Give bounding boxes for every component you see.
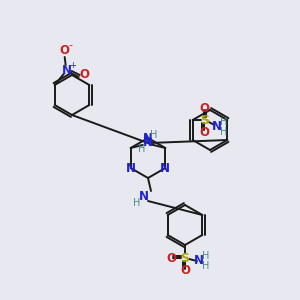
Text: O: O (180, 265, 190, 278)
Text: N: N (126, 161, 136, 175)
Text: N: N (139, 190, 149, 202)
Text: O: O (80, 68, 90, 82)
Text: O: O (200, 125, 210, 139)
Text: H: H (202, 261, 210, 271)
Text: N: N (212, 119, 222, 133)
Text: O: O (200, 101, 210, 115)
Text: H: H (220, 127, 227, 137)
Text: O: O (60, 44, 70, 58)
Text: O: O (166, 251, 176, 265)
Text: -: - (69, 40, 73, 50)
Text: H: H (220, 117, 227, 127)
Text: H: H (138, 144, 145, 154)
Text: S: S (181, 251, 190, 265)
Text: N: N (143, 136, 153, 149)
Text: N: N (143, 131, 153, 145)
Text: H: H (150, 130, 158, 140)
Text: H: H (202, 251, 210, 261)
Text: S: S (200, 113, 209, 127)
Text: +: + (69, 61, 76, 70)
Text: N: N (194, 254, 204, 268)
Text: H: H (133, 198, 141, 208)
Text: N: N (62, 64, 72, 76)
Text: N: N (160, 161, 170, 175)
Text: N: N (143, 134, 153, 148)
